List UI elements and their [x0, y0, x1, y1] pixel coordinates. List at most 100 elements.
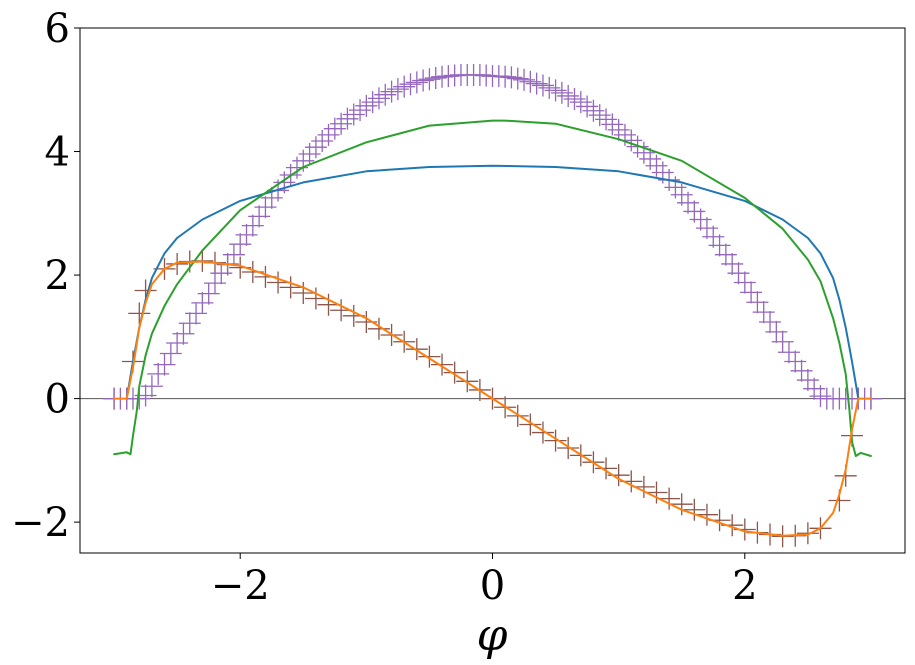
data-point [304, 136, 327, 159]
data-point [746, 291, 769, 314]
data-point [557, 84, 580, 107]
data-point [380, 80, 403, 103]
data-point [166, 252, 189, 275]
data-point [336, 107, 359, 130]
data-point [796, 369, 819, 392]
data-point [172, 322, 195, 345]
data-point [670, 493, 693, 516]
series-3-line [113, 260, 872, 537]
data-point [412, 69, 435, 92]
data-point [595, 457, 618, 480]
data-point [418, 68, 441, 91]
x-axis: −2 0 2 [211, 553, 758, 609]
data-point [500, 66, 523, 89]
data-point [405, 338, 428, 361]
data-point [311, 130, 334, 153]
data-point [569, 91, 592, 114]
data-point [140, 375, 163, 398]
data-point [759, 311, 782, 333]
data-point [771, 330, 794, 353]
data-point [367, 87, 390, 110]
data-point [740, 281, 763, 304]
data-point [658, 487, 681, 510]
data-point [544, 79, 567, 102]
data-point [128, 302, 151, 325]
data-point [695, 503, 718, 526]
data-point [418, 345, 441, 368]
data-point [431, 353, 454, 376]
data-point [557, 437, 580, 459]
data-point [784, 350, 807, 373]
data-point [399, 73, 422, 96]
data-point [796, 522, 819, 545]
data-point [292, 281, 315, 304]
data-point [645, 154, 668, 177]
y-tick-label: 4 [45, 130, 70, 176]
data-point [645, 481, 668, 504]
data-point [349, 99, 372, 122]
data-point [809, 385, 832, 408]
data-point [147, 362, 170, 385]
data-point [222, 243, 245, 266]
data-point [456, 370, 479, 393]
data-point [185, 302, 208, 325]
y-tick-label: 2 [45, 253, 70, 299]
y-tick-label: 0 [45, 377, 70, 423]
data-point [752, 301, 775, 324]
data-point [424, 67, 447, 90]
plot-frame [79, 27, 906, 554]
x-tick-label: 2 [732, 563, 757, 609]
x-tick-label: −2 [211, 563, 270, 609]
data-point [191, 291, 214, 314]
data-point [525, 72, 548, 95]
data-point [166, 332, 189, 354]
data-point [292, 149, 315, 172]
data-point [595, 108, 618, 131]
data-point [708, 234, 731, 257]
data-point [443, 361, 466, 384]
data-point [702, 225, 725, 248]
series-3 [113, 260, 872, 537]
data-point [550, 81, 573, 104]
data-point [689, 208, 712, 231]
plot-area [79, 27, 906, 554]
data-point [513, 68, 536, 91]
series-1-line [125, 164, 860, 400]
data-point [153, 353, 176, 376]
data-point [777, 341, 800, 364]
data-point [361, 91, 384, 114]
data-point [601, 113, 624, 136]
data-point [210, 262, 233, 285]
data-point [683, 498, 706, 521]
data-point [519, 70, 542, 93]
data-point [670, 183, 693, 206]
data-point [342, 103, 365, 126]
data-point [677, 191, 700, 214]
data-point [588, 104, 611, 127]
data-point [683, 200, 706, 223]
y-tick-label: 6 [45, 6, 70, 52]
y-axis: −2 0 2 4 6 [11, 6, 80, 546]
data-point [695, 217, 718, 240]
data-point [330, 112, 353, 135]
data-point [506, 404, 529, 427]
data-point [235, 223, 258, 246]
data-point [279, 276, 302, 299]
data-point [582, 99, 605, 122]
data-point [197, 282, 220, 305]
data-point [721, 252, 744, 275]
data-point [323, 117, 346, 140]
data-point [159, 342, 182, 365]
data-point [727, 262, 750, 285]
data-point [790, 359, 813, 382]
data-point [613, 123, 636, 146]
data-point [254, 196, 277, 219]
data-point [241, 214, 264, 237]
data-point [304, 287, 327, 310]
data-point [405, 71, 428, 94]
x-axis-label: φ [477, 610, 508, 661]
data-point [178, 312, 201, 335]
data-point [519, 413, 542, 436]
data-point [317, 123, 340, 146]
